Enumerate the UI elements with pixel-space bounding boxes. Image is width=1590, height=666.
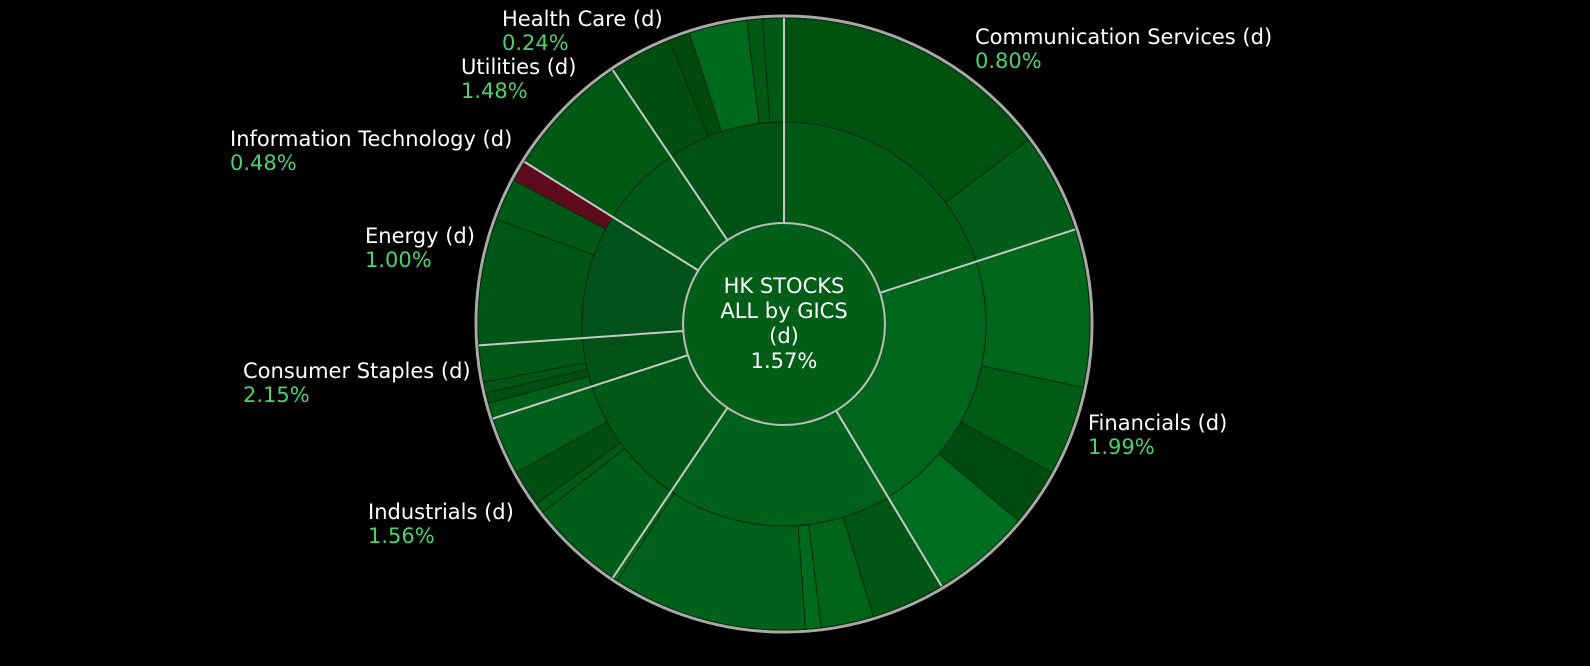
sector-divider-7 [612, 69, 729, 241]
sector-divider-1 [879, 228, 1076, 294]
sector-value: 1.56% [368, 524, 435, 548]
sector-name: Information Technology (d) [230, 127, 512, 151]
sector-name: Health Care (d) [502, 7, 663, 31]
sector-label-health-care: Health Care (d) 0.24% [502, 7, 663, 55]
sector-name: Communication Services (d) [975, 25, 1272, 49]
sector-value: 1.00% [365, 248, 432, 272]
sector-label-financials: Financials (d) 1.99% [1088, 411, 1227, 459]
sector-label-industrials: Industrials (d) 1.56% [368, 500, 514, 548]
sector-label-consumer-staples: Consumer Staples (d) 2.15% [243, 359, 471, 407]
sector-value: 0.24% [502, 31, 569, 55]
center-title-line-3: (d) [769, 324, 799, 348]
sector-dividers [478, 18, 1076, 587]
sector-label-utilities: Utilities (d) 1.48% [461, 55, 576, 103]
inner-ring [581, 121, 987, 527]
sector-label-information-technology: Information Technology (d) 0.48% [230, 127, 512, 175]
sector-value: 2.15% [243, 383, 310, 407]
center-title-line-1: HK STOCKS [724, 274, 845, 298]
sector-name: Energy (d) [365, 224, 475, 248]
sector-divider-4 [492, 354, 689, 420]
sector-divider-3 [612, 407, 729, 579]
sector-label-communication-services: Communication Services (d) 0.80% [975, 25, 1272, 73]
outer-ring [477, 17, 1091, 631]
sector-divider-2 [835, 410, 943, 587]
sector-label-energy: Energy (d) 1.00% [365, 224, 475, 272]
center-hub [682, 222, 886, 426]
sector-value: 1.48% [461, 79, 528, 103]
sector-value: 1.99% [1088, 435, 1155, 459]
sector-value: 0.48% [230, 151, 297, 175]
outer-ring-border [474, 14, 1094, 634]
sector-divider-5 [478, 330, 684, 347]
sector-name: Utilities (d) [461, 55, 576, 79]
sector-name: Consumer Staples (d) [243, 359, 471, 383]
center-title-line-2: ALL by GICS [720, 299, 847, 323]
sector-name: Financials (d) [1088, 411, 1227, 435]
center-value: 1.57% [751, 349, 818, 373]
sector-divider-6 [523, 160, 699, 272]
sector-value: 0.80% [975, 49, 1042, 73]
sector-name: Industrials (d) [368, 500, 514, 524]
